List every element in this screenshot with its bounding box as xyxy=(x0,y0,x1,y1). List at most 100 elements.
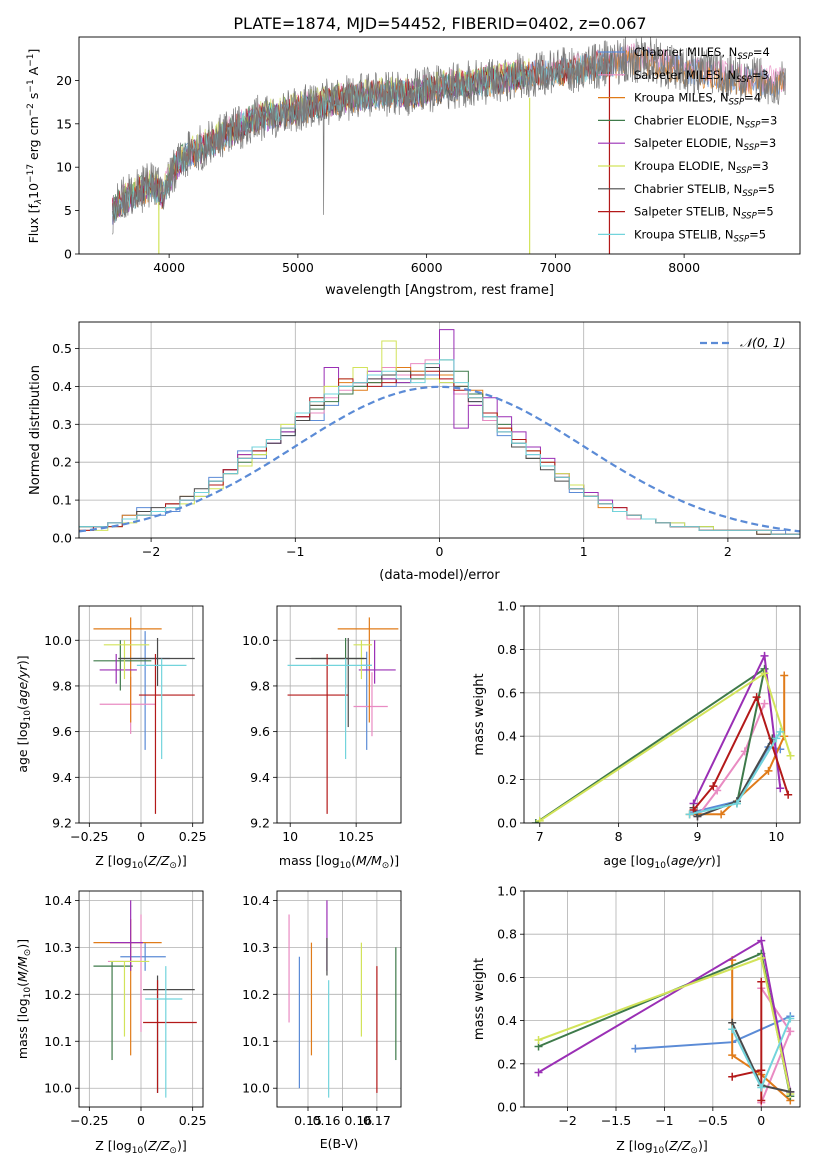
y-tick-label: 9.6 xyxy=(250,724,270,739)
y-tick-label: 0 xyxy=(64,247,72,262)
x-axis-label: mass [log10(M/M⊙)] xyxy=(279,853,399,871)
y-tick-label: 0.6 xyxy=(497,970,517,985)
axes-frame xyxy=(523,605,801,824)
y-tick-label: 10.1 xyxy=(242,1034,270,1049)
weight-marker xyxy=(757,953,766,962)
x-tick-label: 5000 xyxy=(282,260,314,275)
weight-marker xyxy=(534,1068,543,1077)
figure-title: PLATE=1874, MJD=54452, FIBERID=0402, z=0… xyxy=(233,14,646,33)
y-tick-label: 0.5 xyxy=(52,341,72,356)
y-tick-label: 10.0 xyxy=(44,633,72,648)
x-tick-label: 10.25 xyxy=(338,829,374,844)
x-tick-label: 7000 xyxy=(539,260,571,275)
y-axis-label: mass [log10(M/M⊙)] xyxy=(15,939,33,1059)
weight-lines xyxy=(534,936,795,1107)
x-tick-label: −1.5 xyxy=(601,1113,631,1128)
weight-marker xyxy=(717,810,726,819)
weight-marker xyxy=(728,1051,737,1060)
y-tick-label: 0.2 xyxy=(497,1056,517,1071)
y-tick-label: 9.2 xyxy=(250,816,270,831)
y-tick-label: 0.4 xyxy=(497,1013,517,1028)
weight-marker xyxy=(535,816,544,823)
weight-marker xyxy=(776,784,785,793)
y-tick-label: 0.8 xyxy=(497,642,517,657)
legend-label: 𝒩(0, 1) xyxy=(740,335,786,350)
normal-curve xyxy=(79,385,800,533)
error-bars xyxy=(93,900,197,1098)
weight-marker xyxy=(757,1083,766,1092)
weight-marker xyxy=(685,810,694,819)
spectrum-line-kroupa-stelib xyxy=(112,52,614,222)
y-axis-label: mass weight xyxy=(472,958,487,1040)
y-tick-label: 10.2 xyxy=(242,987,270,1002)
x-axis-label: age [log10(age/yr)] xyxy=(603,853,720,871)
x-tick-label: 10 xyxy=(282,829,298,844)
x-tick-label: 0 xyxy=(757,1113,765,1128)
y-tick-label: 0.4 xyxy=(497,729,517,744)
y-tick-label: 9.6 xyxy=(52,724,72,739)
axes-frame xyxy=(78,36,801,255)
axes-frame xyxy=(78,890,204,1108)
legend-label: Kroupa MILES, NSSP=4 xyxy=(634,91,761,108)
legend-label: Chabrier STELIB, NSSP=5 xyxy=(634,182,775,199)
y-tick-label: 10.4 xyxy=(44,893,72,908)
x-tick-label: −0.25 xyxy=(70,1113,108,1128)
histograms xyxy=(79,329,800,538)
weight-marker xyxy=(764,766,773,775)
weight-marker xyxy=(786,751,795,760)
plot-spectrum: 4000 5000 6000 7000 8000 0 5 10 15 20 Chabrier MIL… xyxy=(26,36,801,298)
y-tick-label: 5 xyxy=(64,203,72,218)
x-tick-label: −0.25 xyxy=(70,829,108,844)
x-tick-label: 0 xyxy=(436,544,444,559)
weight-marker xyxy=(784,790,793,799)
y-tick-label: 9.8 xyxy=(250,678,270,693)
legend-label: Kroupa STELIB, NSSP=5 xyxy=(634,227,766,244)
plot-mass-vs-Z: −0.25 0 0.25 10.0 10.1 10.2 10.3 10.4 Z [log10(Z… xyxy=(15,890,207,1156)
y-tick-label: 9.4 xyxy=(52,770,72,785)
weight-line-salpeter-stelib xyxy=(731,981,763,1101)
weight-line-kroupa-elodie xyxy=(539,671,792,822)
legend-label: Salpeter ELODIE, NSSP=3 xyxy=(634,136,776,153)
axes-frame xyxy=(523,890,801,1108)
x-tick-label: −0.5 xyxy=(698,1113,728,1128)
weight-marker xyxy=(757,977,766,986)
y-tick-label: 0.2 xyxy=(497,772,517,787)
x-tick-label: 6000 xyxy=(411,260,443,275)
y-tick-label: 9.4 xyxy=(250,770,270,785)
histogram-kroupa-stelib xyxy=(79,359,800,538)
x-axis-label: Z [log10(Z/Z⊙)] xyxy=(95,1138,186,1156)
x-axis-label: (data-model)/error xyxy=(379,568,500,583)
axes-frame xyxy=(78,605,204,824)
x-tick-label: 0.17 xyxy=(363,1113,391,1128)
x-tick-label: 0 xyxy=(137,1113,145,1128)
y-tick-label: 0.0 xyxy=(497,1100,517,1115)
y-axis-label: Flux [fλ10−17 erg cm−2 s−1 A−1] xyxy=(26,49,44,244)
plot-age-vs-mass: 10 10.25 9.2 9.4 9.6 9.8 10.0 mass [log10(M/M⊙)… xyxy=(242,605,402,871)
legend-label: Chabrier MILES, NSSP=4 xyxy=(634,45,770,62)
y-tick-label: 10.0 xyxy=(242,1081,270,1096)
x-tick-label: 2 xyxy=(724,544,732,559)
y-tick-label: 10 xyxy=(56,160,72,175)
legend-label: Salpeter MILES, NSSP=3 xyxy=(634,68,769,85)
axes-frame xyxy=(78,321,801,539)
x-tick-label: −2 xyxy=(558,1113,576,1128)
weight-marker xyxy=(760,669,769,678)
y-tick-label: 1.0 xyxy=(497,884,517,899)
y-tick-label: 0.8 xyxy=(497,927,517,942)
y-tick-label: 10.1 xyxy=(44,1034,72,1049)
y-axis-label: mass weight xyxy=(472,673,487,755)
weight-marker xyxy=(693,812,702,821)
y-tick-label: 0.3 xyxy=(52,417,72,432)
weight-marker xyxy=(713,786,722,795)
y-axis-label: Normed distribution xyxy=(28,365,43,495)
weight-lines xyxy=(531,651,795,823)
plot-mass-vs-EBV: 0.150.16 0.160.17 10.0 10.1 10.2 10.3 10.4 E(B… xyxy=(242,890,402,1151)
error-bars xyxy=(93,617,195,814)
y-tick-label: 10.0 xyxy=(44,1081,72,1096)
y-tick-label: 10.2 xyxy=(44,987,72,1002)
error-bars xyxy=(287,617,399,814)
y-tick-label: 9.2 xyxy=(52,816,72,831)
weight-marker xyxy=(757,936,766,945)
x-axis-label: Z [log10(Z/Z⊙)] xyxy=(616,1138,707,1156)
weight-line-kroupa-stelib xyxy=(689,731,782,816)
